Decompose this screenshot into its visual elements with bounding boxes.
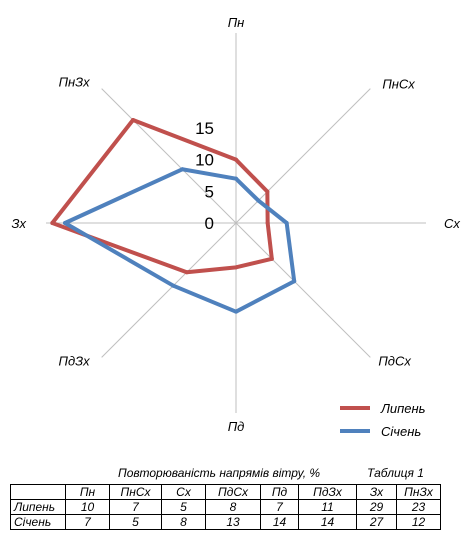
table-header-cell: Зх <box>356 484 397 500</box>
table-cell: 23 <box>396 499 441 515</box>
table-cell: 7 <box>109 499 162 515</box>
spoke-3 <box>235 222 371 358</box>
table-cell: 8 <box>205 499 261 515</box>
data-point <box>180 167 185 172</box>
radar-spokes <box>46 33 426 413</box>
series-lines <box>50 117 297 314</box>
table-header-cell: Пд <box>260 484 299 500</box>
table-header-row: Пн ПнСх Сх ПдСх Пд ПдЗх Зх ПнЗх <box>10 484 441 500</box>
table-cell: 5 <box>109 514 162 530</box>
radial-tick-label: 5 <box>205 182 214 201</box>
data-point <box>234 309 238 314</box>
table-cell: 10 <box>65 499 110 515</box>
table-cell: 13 <box>205 514 261 530</box>
table-header-cell: ПнСх <box>109 484 162 500</box>
direction-label: Сх <box>444 216 460 231</box>
direction-label: ПнЗх <box>59 75 91 90</box>
table-header-cell: ПдЗх <box>298 484 357 500</box>
spoke-1 <box>235 88 371 224</box>
data-point <box>234 157 238 162</box>
direction-label: ПдСх <box>378 353 411 368</box>
table-title: Повторюваність напрямів вітру, % <box>118 466 321 480</box>
table-caption: Повторюваність напрямів вітру, % Таблиця… <box>0 466 465 482</box>
legend-label: Липень <box>380 401 426 416</box>
wind-rose-chart: 0 5 10 15 Пн ПнСх Сх ПдСх Пд ПдЗх Зх ПнЗх Липень Сі… <box>12 15 461 439</box>
spoke-5 <box>101 222 237 358</box>
data-point <box>256 198 261 203</box>
spoke-7 <box>101 88 237 224</box>
radial-tick-labels: 0 5 10 15 <box>195 119 214 233</box>
table-cell: 12 <box>396 514 441 530</box>
table-cell: Липень <box>10 499 66 515</box>
radial-tick-label: 15 <box>195 119 214 138</box>
table-number: Таблиця 1 <box>367 466 424 480</box>
table-header-cell: Пн <box>65 484 110 500</box>
table-cell: 7 <box>260 499 299 515</box>
direction-label: ПдЗх <box>59 353 91 368</box>
table-header-cell: ПнЗх <box>396 484 441 500</box>
table-cell: 8 <box>161 514 206 530</box>
data-point <box>234 176 238 181</box>
table-cell: 5 <box>161 499 206 515</box>
data-point <box>284 221 289 225</box>
data-point <box>269 256 274 261</box>
legend: Липень Січень <box>340 401 426 439</box>
table-row: Січень 7 5 8 13 14 14 27 12 <box>10 514 441 530</box>
direction-label: Пн <box>228 15 245 30</box>
table-row: Липень 10 7 5 8 7 11 29 23 <box>10 499 441 515</box>
direction-label: Зх <box>12 216 27 231</box>
data-point <box>265 189 270 194</box>
table-cell: 29 <box>356 499 397 515</box>
table-header-cell: ПдСх <box>205 484 261 500</box>
table-header-cell <box>10 484 66 500</box>
data-point <box>63 221 67 225</box>
table-cell: 14 <box>298 514 357 530</box>
data-point <box>265 221 270 225</box>
table-cell: 14 <box>260 514 299 530</box>
table-cell: 27 <box>356 514 397 530</box>
data-point <box>292 279 297 284</box>
data-point <box>184 270 189 275</box>
table-cell: 7 <box>65 514 110 530</box>
direction-labels: Пн ПнСх Сх ПдСх Пд ПдЗх Зх ПнЗх <box>12 15 461 434</box>
table-header-cell: Сх <box>161 484 206 500</box>
direction-label: ПнСх <box>382 77 415 92</box>
table-cell: 11 <box>298 499 357 515</box>
data-point <box>130 117 135 122</box>
data-point <box>171 283 176 288</box>
direction-label: Пд <box>228 419 245 434</box>
table-cell: Січень <box>10 514 66 530</box>
data-point <box>234 265 238 270</box>
wind-data-table: Пн ПнСх Сх ПдСх Пд ПдЗх Зх ПнЗх Липень 10 7 5 8 7 11 29… <box>10 484 441 530</box>
data-point <box>50 221 55 225</box>
series-line-0 <box>50 117 274 275</box>
radial-tick-label: 0 <box>205 214 214 233</box>
legend-label: Січень <box>381 424 421 439</box>
radial-tick-label: 10 <box>195 151 214 170</box>
